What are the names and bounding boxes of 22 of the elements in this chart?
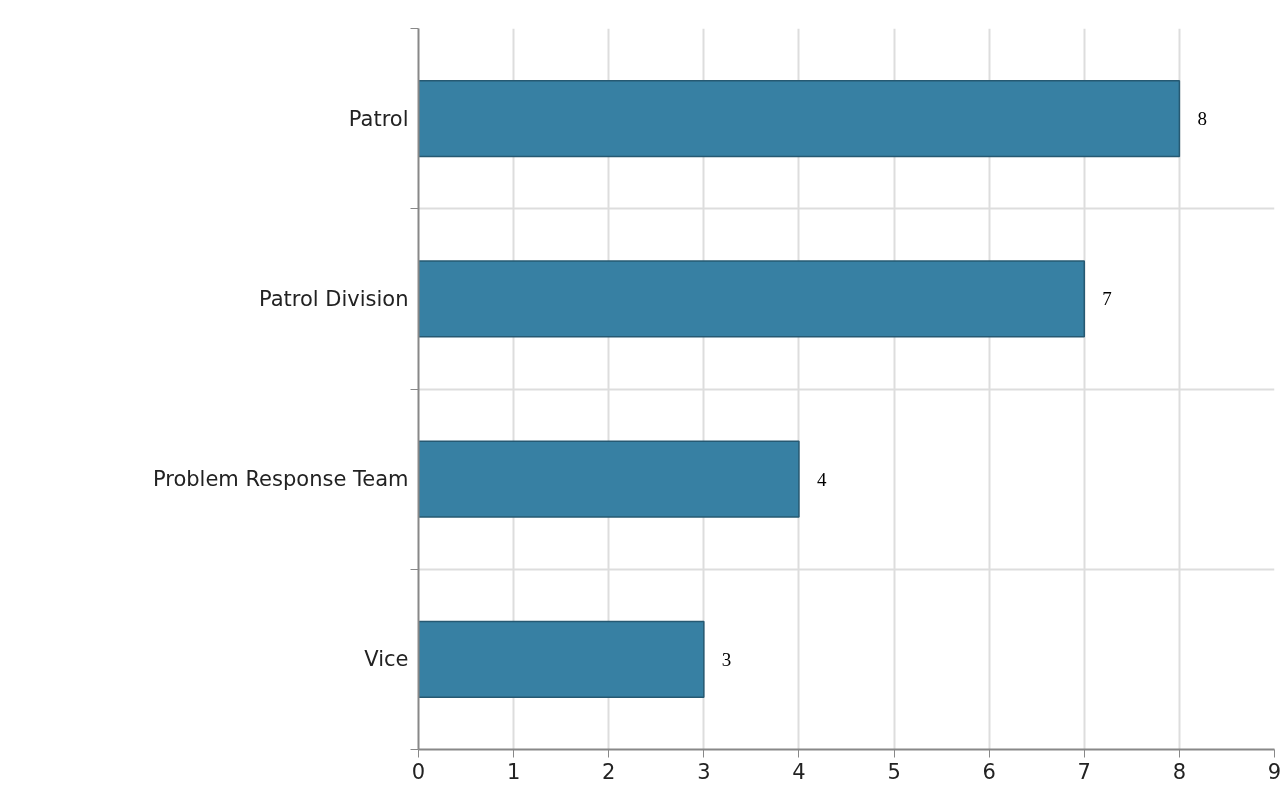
data-label: 8: [1197, 108, 1207, 130]
x-tick-label: 7: [1077, 759, 1091, 784]
x-tick-label: 4: [792, 759, 806, 784]
y-tick-label: Patrol: [348, 106, 409, 131]
y-tick-label: Vice: [364, 647, 409, 672]
x-tick-label: 2: [602, 759, 616, 784]
bar: [418, 80, 1181, 158]
x-tick-label: 9: [1267, 759, 1282, 784]
x-tick-label: 3: [697, 759, 711, 784]
data-label: 7: [1102, 288, 1112, 310]
y-tick-label: Patrol Division: [258, 286, 409, 311]
bar: [418, 620, 705, 698]
bar: [418, 260, 1086, 338]
x-tick-label: 0: [411, 759, 426, 784]
x-tick-label: 5: [887, 759, 901, 784]
data-label: 4: [816, 468, 827, 490]
y-tick-label: Problem Response Team: [152, 467, 409, 492]
bar: [418, 440, 800, 518]
x-tick-label: 1: [506, 759, 521, 784]
data-label: 3: [721, 648, 732, 670]
x-tick-label: 8: [1172, 759, 1187, 784]
x-tick-label: 6: [982, 759, 996, 784]
